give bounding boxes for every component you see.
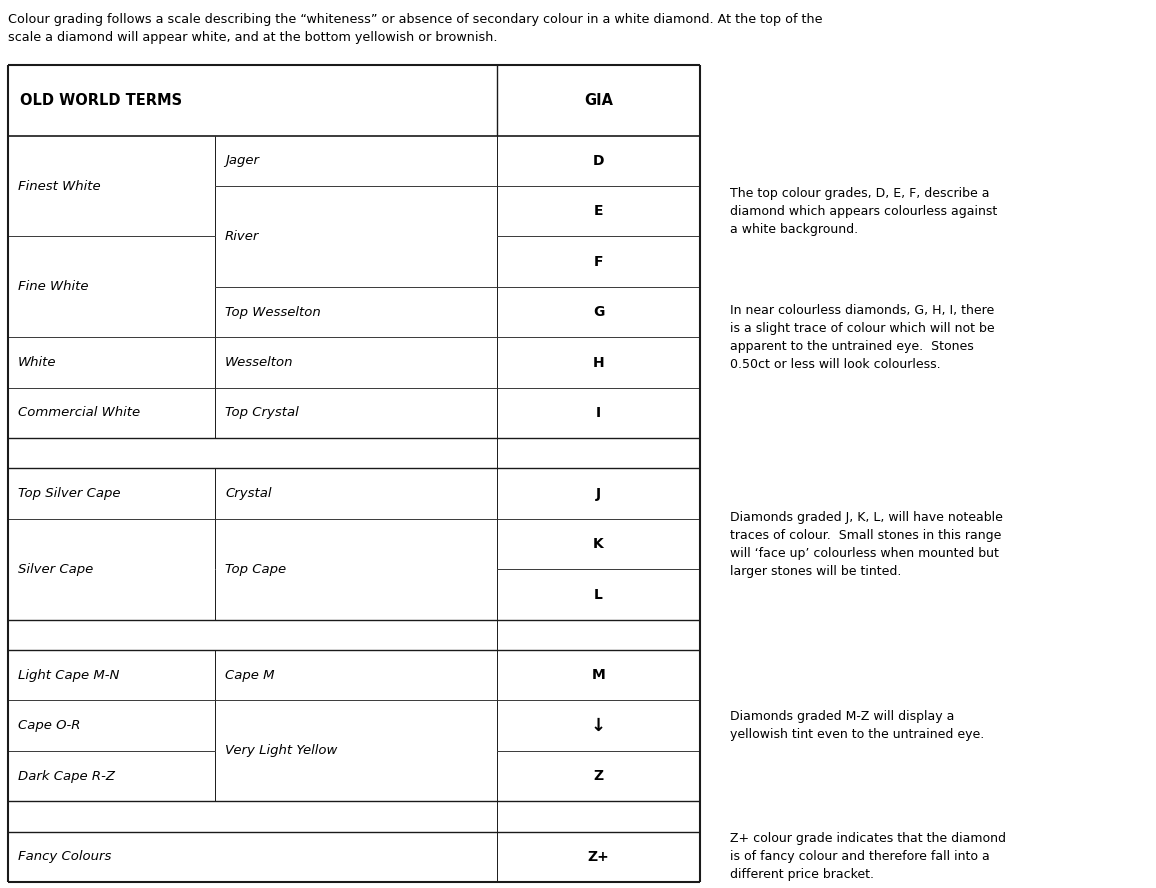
Text: D: D — [593, 154, 605, 168]
Text: In near colourless diamonds, G, H, I, there
is a slight trace of colour which wi: In near colourless diamonds, G, H, I, th… — [729, 304, 994, 371]
Text: J: J — [596, 487, 601, 501]
Text: Diamonds graded M-Z will display a
yellowish tint even to the untrained eye.: Diamonds graded M-Z will display a yello… — [729, 710, 984, 741]
Text: H: H — [593, 355, 605, 369]
Text: L: L — [594, 588, 603, 601]
Text: I: I — [596, 406, 601, 420]
Text: Z: Z — [593, 769, 603, 783]
Text: G: G — [593, 305, 605, 319]
Text: Diamonds graded J, K, L, will have noteable
traces of colour.  Small stones in t: Diamonds graded J, K, L, will have notea… — [729, 511, 1003, 577]
Text: M: M — [592, 669, 606, 682]
Text: Jager: Jager — [225, 155, 259, 167]
Text: Z+ colour grade indicates that the diamond
is of fancy colour and therefore fall: Z+ colour grade indicates that the diamo… — [729, 832, 1006, 881]
Text: Z+: Z+ — [587, 850, 609, 864]
Text: Crystal: Crystal — [225, 488, 272, 500]
Text: White: White — [18, 356, 57, 369]
Text: Top Wesselton: Top Wesselton — [225, 305, 320, 319]
Text: Commercial White: Commercial White — [18, 407, 140, 419]
Text: Top Cape: Top Cape — [225, 563, 287, 575]
Text: K: K — [593, 537, 603, 551]
Text: The top colour grades, D, E, F, describe a
diamond which appears colourless agai: The top colour grades, D, E, F, describe… — [729, 186, 998, 235]
Text: Silver Cape: Silver Cape — [18, 563, 94, 575]
Text: Light Cape M-N: Light Cape M-N — [18, 669, 119, 682]
Text: E: E — [594, 204, 603, 218]
Text: Dark Cape R-Z: Dark Cape R-Z — [18, 770, 114, 782]
Text: Cape M: Cape M — [225, 669, 274, 682]
Text: Very Light Yellow: Very Light Yellow — [225, 744, 338, 757]
Text: Wesselton: Wesselton — [225, 356, 294, 369]
Text: Finest White: Finest White — [18, 179, 101, 193]
Text: GIA: GIA — [584, 93, 613, 107]
Text: Fine White: Fine White — [18, 281, 89, 293]
Text: Fancy Colours: Fancy Colours — [18, 851, 111, 863]
Text: F: F — [594, 255, 603, 269]
Text: Colour grading follows a scale describing the “whiteness” or absence of secondar: Colour grading follows a scale describin… — [8, 13, 823, 44]
Text: OLD WORLD TERMS: OLD WORLD TERMS — [20, 93, 183, 107]
Text: Top Crystal: Top Crystal — [225, 407, 298, 419]
Text: ↓: ↓ — [591, 717, 606, 734]
Text: River: River — [225, 230, 259, 243]
Text: Top Silver Cape: Top Silver Cape — [18, 488, 120, 500]
Text: Cape O-R: Cape O-R — [18, 719, 81, 733]
